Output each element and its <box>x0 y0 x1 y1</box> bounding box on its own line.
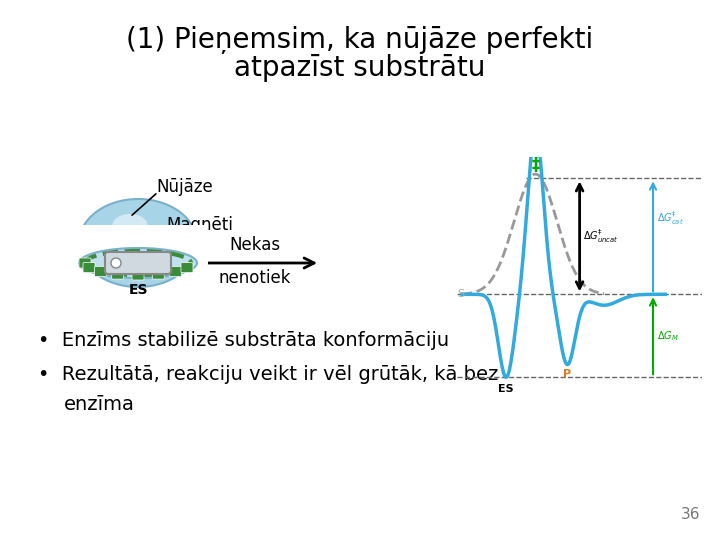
Ellipse shape <box>79 199 197 287</box>
Ellipse shape <box>79 248 197 278</box>
Text: ES: ES <box>128 283 148 297</box>
Text: Magnēti: Magnēti <box>166 216 233 234</box>
FancyBboxPatch shape <box>181 262 193 273</box>
Text: atpazīst substrātu: atpazīst substrātu <box>234 54 486 82</box>
FancyBboxPatch shape <box>112 269 124 279</box>
FancyBboxPatch shape <box>79 258 91 268</box>
Text: $\Delta G_M$: $\Delta G_M$ <box>657 329 678 343</box>
FancyBboxPatch shape <box>83 262 95 273</box>
Text: •  Enzīms stabilizē substrāta konformāciju: • Enzīms stabilizē substrāta konformācij… <box>38 330 449 349</box>
FancyBboxPatch shape <box>169 266 181 276</box>
FancyBboxPatch shape <box>153 269 164 279</box>
Text: ‡: ‡ <box>531 156 540 174</box>
FancyBboxPatch shape <box>132 270 144 280</box>
Text: Nūjāze: Nūjāze <box>156 178 212 196</box>
Bar <box>68 225 208 275</box>
Text: $\Delta G^{\ddagger}_{uncat}$: $\Delta G^{\ddagger}_{uncat}$ <box>583 228 619 245</box>
Text: Nekas: Nekas <box>230 236 281 254</box>
Text: •  Rezultātā, reakciju veikt ir vēl grūtāk, kā bez: • Rezultātā, reakciju veikt ir vēl grūtā… <box>38 366 498 384</box>
Text: P: P <box>563 369 572 379</box>
Text: nenotiek: nenotiek <box>219 269 292 287</box>
Text: enzīma: enzīma <box>64 395 135 415</box>
Text: $\Delta G^{\ddagger}_{cat}$: $\Delta G^{\ddagger}_{cat}$ <box>657 211 684 227</box>
Circle shape <box>111 258 121 268</box>
Text: ES: ES <box>498 384 514 394</box>
FancyBboxPatch shape <box>94 266 107 276</box>
Text: 36: 36 <box>680 507 700 522</box>
Ellipse shape <box>112 214 148 236</box>
Text: S: S <box>457 289 464 299</box>
FancyBboxPatch shape <box>105 252 171 274</box>
Text: (1) Pieņemsim, ka nūjāze perfekti: (1) Pieņemsim, ka nūjāze perfekti <box>127 26 593 54</box>
